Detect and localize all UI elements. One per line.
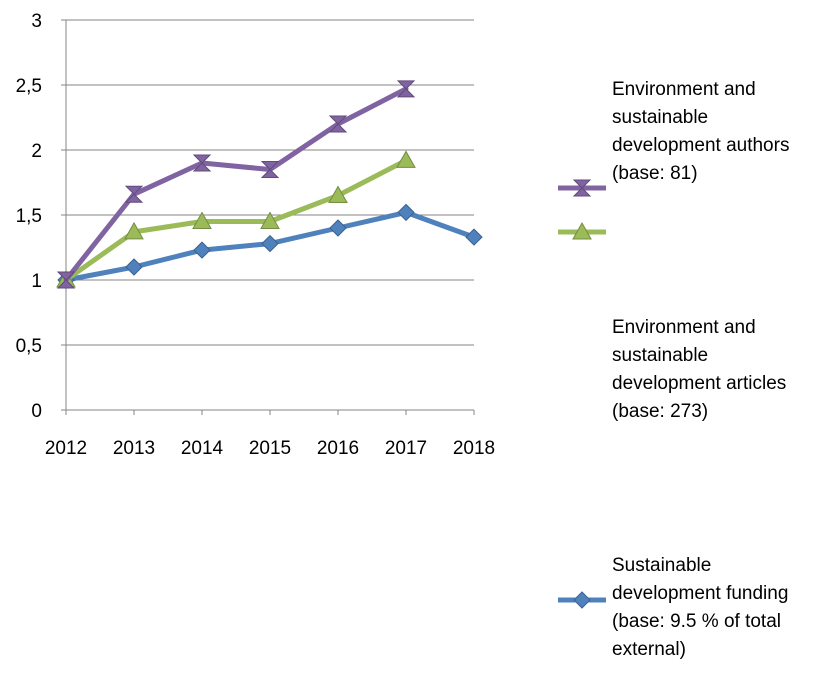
series-lines xyxy=(56,80,483,289)
y-tick-label: 1,5 xyxy=(16,206,42,227)
diamond-data-point xyxy=(397,203,415,222)
x-tick-label: 2018 xyxy=(453,438,495,459)
legend-label-funding: Sustainable development funding (base: 9… xyxy=(612,555,789,660)
hourglass-data-point xyxy=(396,80,416,98)
x-tick-label: 2013 xyxy=(113,438,155,459)
series-line xyxy=(63,157,409,283)
legend-label-authors: Environment and sustainable development … xyxy=(612,79,790,184)
triangle-data-point xyxy=(124,221,144,240)
axes xyxy=(61,19,475,415)
triangle-data-point xyxy=(260,211,280,229)
x-tick-label: 2017 xyxy=(385,438,427,459)
x-tick-label: 2012 xyxy=(45,438,87,459)
legend-markers xyxy=(558,179,606,609)
y-tick-label: 0,5 xyxy=(16,336,42,357)
legend-triangle-marker xyxy=(572,221,592,240)
diamond-data-point xyxy=(193,241,211,259)
y-tick-label: 0 xyxy=(31,401,42,422)
hourglass-data-point xyxy=(192,154,212,172)
x-tick-label: 2015 xyxy=(249,438,291,459)
y-tick-label: 1 xyxy=(31,271,42,292)
legend-diamond-marker xyxy=(573,591,591,609)
y-tick-label: 3 xyxy=(31,11,42,32)
diamond-data-point xyxy=(329,219,347,237)
x-tick-label: 2014 xyxy=(181,438,224,459)
legend-hourglass-marker xyxy=(572,179,592,197)
diamond-data-point xyxy=(125,258,143,276)
y-tick-label: 2,5 xyxy=(16,76,42,97)
legend-label-articles: Environment and sustainable development … xyxy=(612,317,787,422)
hourglass-data-point xyxy=(328,115,348,133)
triangle-data-point xyxy=(192,211,212,229)
gridlines xyxy=(66,19,474,346)
hourglass-data-point xyxy=(56,271,76,289)
series-line xyxy=(63,86,409,283)
triangle-data-point xyxy=(328,185,348,203)
x-axis-tick-labels: 2012 2013 2014 2015 2016 2017 2018 xyxy=(45,438,495,459)
triangle-data-point xyxy=(396,150,416,168)
y-axis-tick-labels: 0 0,5 1 1,5 2 2,5 3 xyxy=(16,11,42,422)
x-tick-label: 2016 xyxy=(317,438,359,459)
hourglass-data-point xyxy=(124,185,144,203)
hourglass-data-point xyxy=(260,161,280,178)
diamond-data-point xyxy=(465,228,483,246)
y-tick-label: 2 xyxy=(31,141,42,162)
diamond-data-point xyxy=(261,234,279,253)
